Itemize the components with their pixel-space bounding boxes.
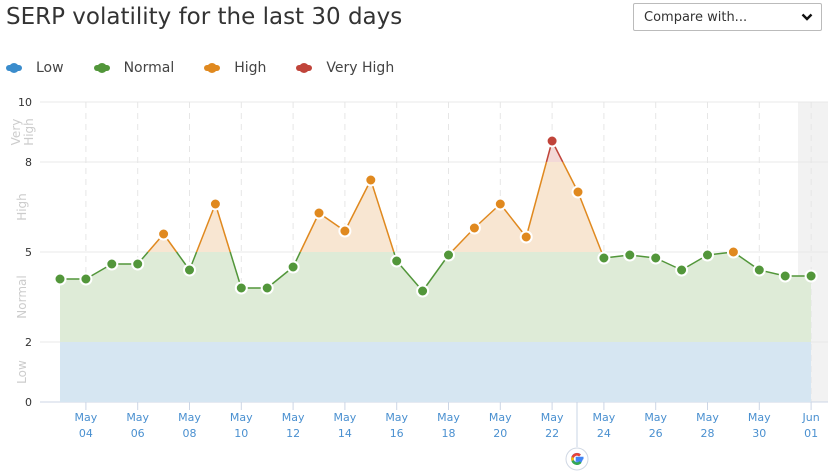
svg-text:Low: Low xyxy=(15,360,29,384)
legend-label: Normal xyxy=(123,60,175,76)
page-title: SERP volatility for the last 30 days xyxy=(6,4,403,30)
svg-text:10: 10 xyxy=(18,96,32,109)
data-point[interactable] xyxy=(649,251,663,265)
svg-text:5: 5 xyxy=(25,246,32,259)
chart-legend: Low Normal High Very High xyxy=(6,60,424,76)
data-point[interactable] xyxy=(53,272,67,286)
compare-with-dropdown[interactable]: Compare with... xyxy=(633,3,822,31)
data-point[interactable] xyxy=(752,263,766,277)
legend-item-very-high[interactable]: Very High xyxy=(296,60,394,76)
data-point[interactable] xyxy=(726,245,740,259)
data-point[interactable] xyxy=(623,248,637,262)
legend-item-high[interactable]: High xyxy=(204,60,266,76)
svg-text:May: May xyxy=(230,411,253,424)
svg-text:30: 30 xyxy=(752,427,766,440)
svg-text:High: High xyxy=(22,118,36,146)
svg-text:Normal: Normal xyxy=(15,275,29,318)
data-point[interactable] xyxy=(675,263,689,277)
svg-text:May: May xyxy=(178,411,201,424)
svg-text:16: 16 xyxy=(390,427,404,440)
svg-text:Very: Very xyxy=(9,119,23,146)
data-point[interactable] xyxy=(571,185,585,199)
svg-text:22: 22 xyxy=(545,427,559,440)
svg-text:01: 01 xyxy=(804,427,818,440)
data-point[interactable] xyxy=(286,260,300,274)
data-point[interactable] xyxy=(79,272,93,286)
svg-text:8: 8 xyxy=(25,156,32,169)
data-point[interactable] xyxy=(701,248,714,262)
svg-text:Jun: Jun xyxy=(802,411,820,424)
data-point[interactable] xyxy=(778,269,792,283)
legend-label: Very High xyxy=(326,60,395,76)
legend-label: Low xyxy=(36,60,64,76)
svg-text:May: May xyxy=(696,411,719,424)
data-point[interactable] xyxy=(183,263,196,277)
data-point[interactable] xyxy=(804,269,818,283)
chevron-down-icon xyxy=(801,13,813,21)
data-point[interactable] xyxy=(442,248,455,262)
svg-text:24: 24 xyxy=(597,427,611,440)
svg-text:May: May xyxy=(126,411,149,424)
svg-text:May: May xyxy=(282,411,305,424)
legend-marker-icon xyxy=(93,63,110,73)
data-point[interactable] xyxy=(597,251,611,265)
svg-text:14: 14 xyxy=(338,427,352,440)
svg-text:06: 06 xyxy=(131,427,145,440)
data-point[interactable] xyxy=(519,230,533,244)
svg-text:0: 0 xyxy=(25,396,32,409)
svg-text:18: 18 xyxy=(442,427,456,440)
data-point[interactable] xyxy=(208,197,222,211)
svg-text:May: May xyxy=(489,411,512,424)
data-point[interactable] xyxy=(467,221,481,235)
svg-text:May: May xyxy=(75,411,98,424)
svg-text:May: May xyxy=(334,411,357,424)
data-point[interactable] xyxy=(364,173,378,187)
svg-text:28: 28 xyxy=(701,427,715,440)
data-point[interactable] xyxy=(105,257,119,271)
legend-marker-icon xyxy=(204,63,221,73)
svg-text:May: May xyxy=(385,411,408,424)
data-point[interactable] xyxy=(545,134,559,148)
svg-text:2: 2 xyxy=(25,336,32,349)
svg-text:12: 12 xyxy=(286,427,300,440)
data-point[interactable] xyxy=(234,281,248,295)
data-point[interactable] xyxy=(416,284,430,298)
data-point[interactable] xyxy=(157,227,171,241)
data-point[interactable] xyxy=(312,206,326,220)
data-point[interactable] xyxy=(260,281,274,295)
legend-marker-icon xyxy=(296,63,313,73)
data-point[interactable] xyxy=(493,197,507,211)
svg-text:10: 10 xyxy=(234,427,248,440)
google-icon[interactable] xyxy=(565,447,589,471)
data-point[interactable] xyxy=(338,224,352,238)
compare-dropdown-value: Compare with... xyxy=(644,9,748,25)
svg-text:High: High xyxy=(15,193,29,221)
svg-text:May: May xyxy=(748,411,771,424)
svg-text:04: 04 xyxy=(79,427,93,440)
svg-text:08: 08 xyxy=(183,427,197,440)
legend-marker-icon xyxy=(6,63,22,73)
svg-text:May: May xyxy=(541,411,564,424)
svg-text:26: 26 xyxy=(649,427,663,440)
legend-item-normal[interactable]: Normal xyxy=(93,60,175,76)
svg-text:May: May xyxy=(593,411,616,424)
svg-text:May: May xyxy=(644,411,667,424)
legend-item-low[interactable]: Low xyxy=(6,60,64,76)
data-point[interactable] xyxy=(390,254,404,268)
data-point[interactable] xyxy=(131,257,145,271)
svg-text:May: May xyxy=(437,411,460,424)
svg-text:20: 20 xyxy=(493,427,507,440)
legend-label: High xyxy=(234,60,267,76)
